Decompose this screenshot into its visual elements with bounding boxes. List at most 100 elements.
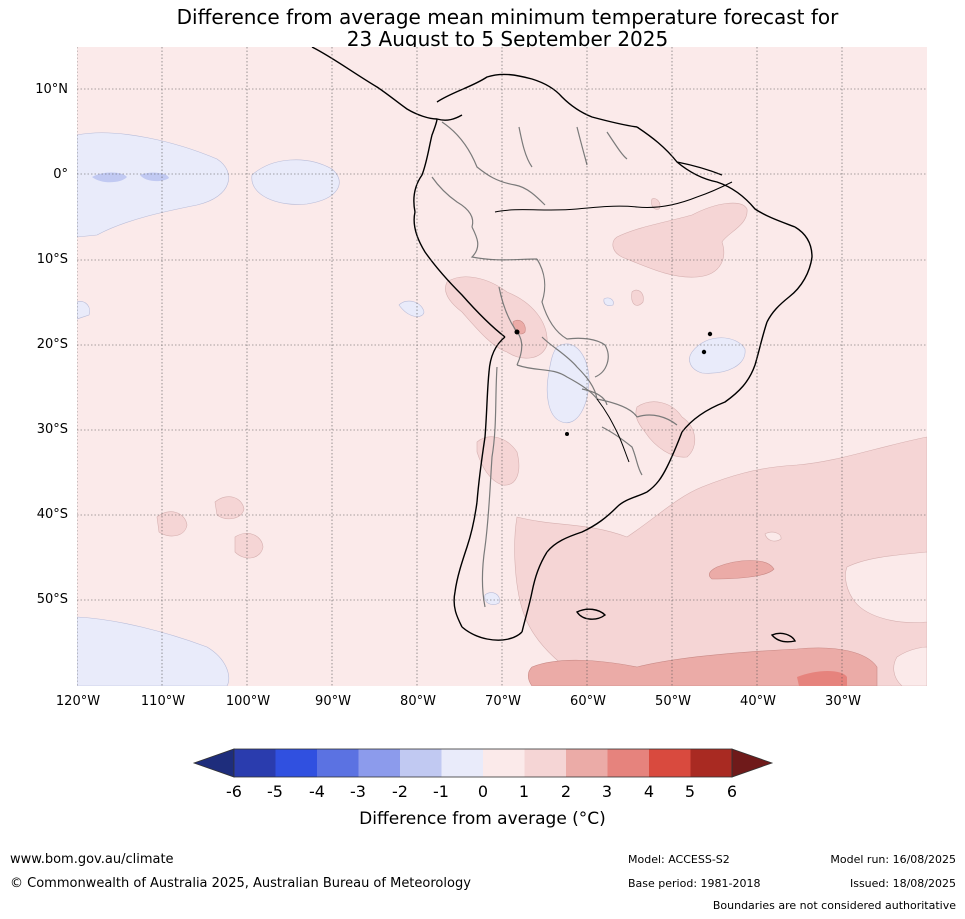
colorbar-bin-4-5 [649, 749, 691, 777]
cb-tick-m6: -6 [226, 782, 242, 801]
warm-region-chile-mid [476, 436, 520, 486]
lat-label-0: 0° [53, 167, 68, 182]
near-zero-patch-1 [845, 551, 927, 623]
coast-brazil-south [646, 431, 683, 493]
map-svg [77, 47, 927, 686]
footer-website: www.bom.gov.au/climate [10, 852, 174, 867]
cb-tick-1: 1 [518, 782, 530, 801]
lon-label-110w: 110°W [140, 694, 186, 709]
cool-region-drake-small [484, 592, 500, 605]
border-argentina-north [516, 364, 638, 418]
title-line-1: Difference from average mean minimum tem… [176, 5, 839, 29]
cb-tick-m2: -2 [392, 782, 408, 801]
border-argentina-chile [481, 366, 498, 608]
cool-region-paraguay [546, 343, 590, 424]
cool-core-1 [92, 172, 127, 183]
lake-marker-1 [701, 349, 707, 355]
border-peru-brazil [470, 226, 538, 261]
coastline [311, 47, 813, 643]
country-borders [431, 121, 678, 608]
lat-label-30s: 30°S [36, 422, 68, 437]
border-uruguay [601, 426, 643, 476]
cool-region-south-pacific [77, 616, 230, 686]
border-venezuela-guyana [518, 126, 533, 168]
lon-label-50w: 50°W [655, 694, 691, 709]
colorbar-bin-m2-m1 [400, 749, 442, 777]
coast-guianas-brazil-north [636, 126, 796, 228]
lon-label-30w: 30°W [825, 694, 861, 709]
lon-label-100w: 100°W [225, 694, 271, 709]
lakes [514, 329, 713, 436]
coast-brazil-east [681, 321, 768, 433]
border-colombia-venezuela [441, 121, 546, 206]
lon-label-70w: 70°W [485, 694, 521, 709]
lat-label-20s: 20°S [36, 337, 68, 352]
cb-tick-m5: -5 [267, 782, 283, 801]
river-amazon [494, 181, 733, 213]
lake-marker-2 [707, 331, 713, 337]
colorbar-bin-m4-m3 [317, 749, 359, 777]
footer-issued: Issued: 18/08/2025 [849, 877, 956, 890]
coast-ecuador-colombia [413, 118, 438, 213]
title-line-2: 23 August to 5 September 2025 [346, 27, 669, 51]
cb-tick-5: 5 [684, 782, 696, 801]
strong-warm-regions [512, 319, 878, 686]
footer-base-period: Base period: 1981-2018 [628, 877, 761, 890]
cool-core-regions [92, 172, 169, 183]
colorbar-bin-1-2 [524, 749, 566, 777]
strong-warm-region-2 [527, 647, 878, 686]
lat-label-40s: 40°S [36, 507, 68, 522]
graticule [77, 47, 927, 686]
coast-tierra-del-fuego [461, 626, 523, 641]
coast-peru [413, 211, 506, 338]
lake-marker-3 [565, 432, 569, 436]
cb-tick-2: 2 [560, 782, 572, 801]
coast-falklands [575, 608, 607, 620]
very-warm-region-1 [797, 671, 847, 686]
colorbar-bin-2-3 [566, 749, 608, 777]
lon-label-120w: 120°W [55, 694, 101, 709]
warm-region-pacific-3 [234, 533, 264, 559]
cb-tick-m3: -3 [350, 782, 366, 801]
cb-tick-4: 4 [643, 782, 655, 801]
lat-label-50s: 50°S [36, 592, 68, 607]
lake-titicaca [514, 329, 520, 335]
cool-region-east-pacific-small [398, 300, 425, 317]
warm-anomaly-regions [156, 198, 927, 686]
rivers [494, 181, 733, 463]
warm-region-uruguay [635, 401, 695, 458]
cool-anomaly-regions [77, 132, 746, 686]
coast-brazil-northeast [766, 226, 813, 323]
warm-region-south-atlantic [514, 436, 927, 686]
lon-label-40w: 40°W [740, 694, 776, 709]
lon-label-90w: 90°W [315, 694, 351, 709]
cool-region-brazil-southeast [689, 337, 746, 374]
colorbar-bin-3-4 [607, 749, 649, 777]
footer-disclaimer: Boundaries are not considered authoritat… [712, 899, 956, 912]
colorbar-svg [192, 748, 774, 778]
coast-patagonia-east [521, 551, 548, 633]
footer-model: Model: ACCESS-S2 [628, 853, 730, 866]
chart-title: Difference from average mean minimum tem… [0, 6, 965, 50]
near-zero-patches [764, 531, 927, 686]
river-parana [596, 398, 630, 463]
border-bolivia [536, 258, 609, 378]
warm-region-pacific-1 [156, 511, 188, 537]
cb-tick-m1: -1 [433, 782, 449, 801]
colorbar-bin-m5-m4 [275, 749, 317, 777]
warm-region-small-1 [631, 289, 644, 306]
colorbar-bin-0-1 [483, 749, 525, 777]
cool-region-central-brazil-dot [603, 297, 614, 306]
cb-tick-m4: -4 [309, 782, 325, 801]
cool-region-galapagos-west [251, 159, 340, 205]
warm-region-pacific-2 [214, 496, 245, 520]
near-zero-patch-2 [764, 531, 782, 542]
cool-core-2 [140, 172, 169, 182]
warm-region-peru-bolivia [445, 276, 548, 359]
border-guianas [576, 126, 628, 166]
coast-uruguay-argentina [546, 491, 648, 553]
coast-chile-south [453, 501, 478, 628]
border-brazil-east [581, 388, 678, 426]
strong-warm-region-1 [708, 560, 775, 580]
colorbar-bin-m6-m5 [234, 749, 276, 777]
